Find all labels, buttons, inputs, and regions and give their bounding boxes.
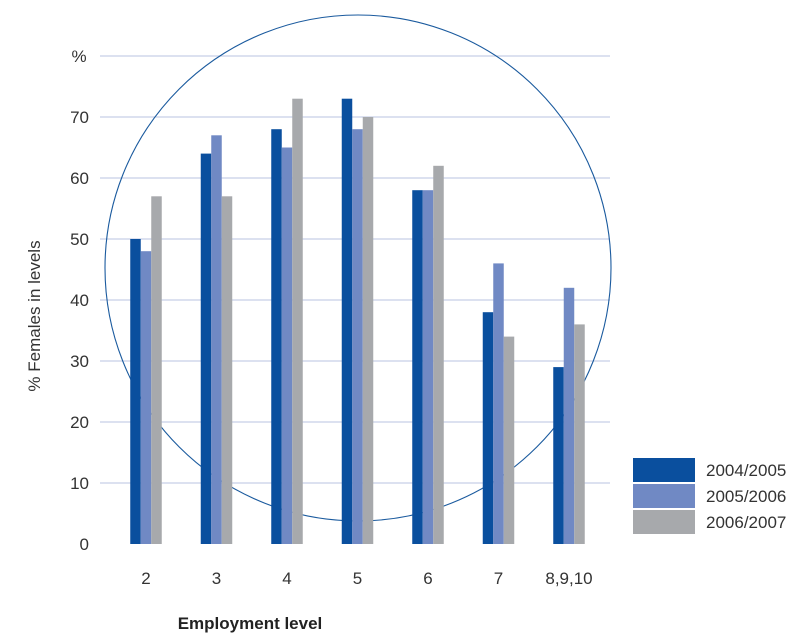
y-tick-label: 10	[70, 474, 89, 493]
y-tick-label: 60	[70, 169, 89, 188]
x-tick-label: 3	[212, 569, 221, 588]
legend-label: 2006/2007	[706, 513, 786, 532]
x-tick-label: 7	[494, 569, 503, 588]
x-tick-label: 6	[423, 569, 432, 588]
bar	[422, 190, 434, 544]
y-axis-ticks: 0 10 20 30 40 50 60 70	[70, 108, 89, 554]
bar	[493, 263, 504, 544]
bar	[362, 117, 374, 544]
x-axis-label: Employment level	[178, 614, 323, 633]
y-tick-label: 70	[70, 108, 89, 127]
legend: 2004/2005 2005/2006 2006/2007	[633, 458, 786, 534]
x-tick-label: 4	[282, 569, 291, 588]
bars	[130, 98, 585, 545]
bar	[482, 312, 494, 544]
bar	[221, 196, 233, 545]
bar	[130, 239, 141, 544]
bar	[433, 165, 444, 545]
x-axis-ticks: 2 3 4 5 6 7 8,9,10	[141, 569, 592, 588]
bar	[503, 336, 515, 544]
legend-swatch	[633, 484, 695, 508]
bar	[412, 190, 423, 544]
y-tick-label: 0	[80, 535, 89, 554]
legend-swatch	[633, 458, 695, 482]
legend-swatch	[633, 510, 695, 534]
bar	[151, 196, 162, 545]
bar	[352, 129, 363, 544]
bar	[292, 98, 303, 544]
y-tick-label: 50	[70, 230, 89, 249]
y-tick-label: 20	[70, 413, 89, 432]
y-tick-label: 40	[70, 291, 89, 310]
bar	[574, 324, 585, 544]
bar	[553, 367, 564, 544]
x-tick-label: 5	[353, 569, 362, 588]
bar	[281, 147, 293, 544]
x-tick-label: 2	[141, 569, 150, 588]
bar	[200, 153, 212, 544]
legend-label: 2004/2005	[706, 461, 786, 480]
bar	[211, 135, 222, 545]
y-axis-unit: %	[71, 47, 86, 66]
x-tick-label: 8,9,10	[545, 569, 592, 588]
bar	[341, 98, 353, 544]
y-axis-label: % Females in levels	[25, 240, 44, 391]
bar	[140, 251, 152, 544]
legend-label: 2005/2006	[706, 487, 786, 506]
bar	[563, 287, 575, 544]
y-tick-label: 30	[70, 352, 89, 371]
bar	[271, 129, 282, 544]
